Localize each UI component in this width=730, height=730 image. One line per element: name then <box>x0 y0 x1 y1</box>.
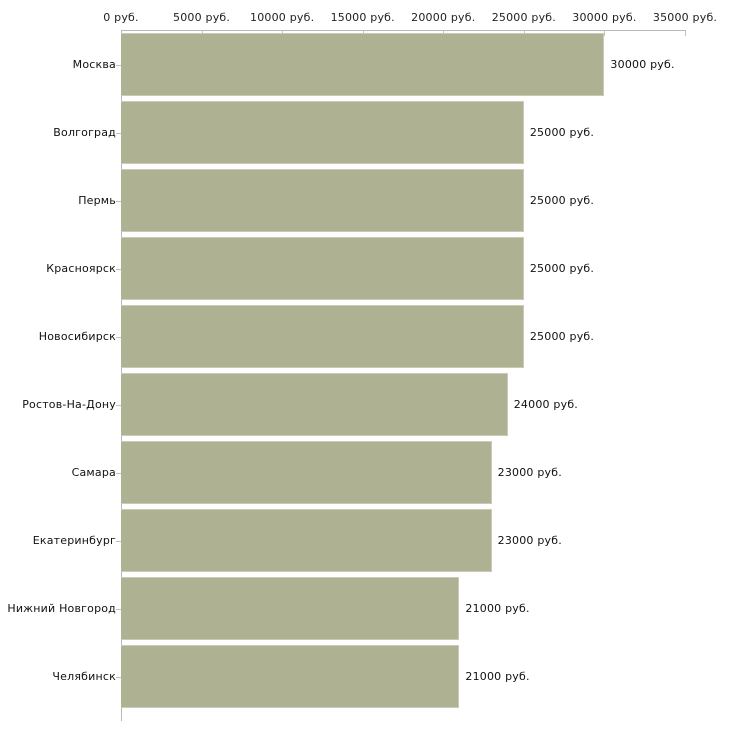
bar[interactable] <box>121 101 524 164</box>
bar[interactable] <box>121 509 492 572</box>
category-label: Ростов-На-Дону <box>22 397 116 411</box>
x-tick-label: 10000 руб. <box>250 11 315 24</box>
category-label: Челябинск <box>52 669 116 683</box>
x-tick-label: 20000 руб. <box>411 11 476 24</box>
bar-value-label: 25000 руб. <box>529 329 595 343</box>
y-tick-mark <box>116 269 121 270</box>
bar[interactable] <box>121 645 460 708</box>
x-axis-line <box>121 30 685 31</box>
y-tick-mark <box>116 65 121 66</box>
y-tick-mark <box>116 133 121 134</box>
bar-value-label: 21000 руб. <box>465 669 530 683</box>
y-tick-mark <box>116 473 121 474</box>
category-label: Красноярск <box>46 261 116 275</box>
y-tick-mark <box>116 337 121 338</box>
x-tick-label: 25000 руб. <box>491 11 556 24</box>
x-tick-label: 0 руб. <box>103 11 139 24</box>
bar-value-label: 21000 руб. <box>465 601 530 615</box>
bar-value-label: 25000 руб. <box>529 261 595 275</box>
bar[interactable] <box>121 373 508 436</box>
bar-value-label: 30000 руб. <box>610 57 675 71</box>
bar-value-label: 23000 руб. <box>497 465 562 479</box>
category-label: Нижний Новгород <box>7 601 116 615</box>
y-tick-mark <box>116 609 121 610</box>
x-tick-mark <box>604 30 606 36</box>
bar[interactable] <box>121 237 524 300</box>
bar-value-label: 24000 руб. <box>513 397 578 411</box>
x-tick-label: 30000 руб. <box>572 11 637 24</box>
y-tick-mark <box>116 677 121 678</box>
y-tick-mark <box>116 541 121 542</box>
category-label: Москва <box>72 57 116 71</box>
category-label: Пермь <box>78 193 116 207</box>
category-label: Екатеринбург <box>32 533 116 547</box>
category-label: Самара <box>71 465 116 479</box>
x-tick-label: 5000 руб. <box>173 11 231 24</box>
x-tick-label: 35000 руб. <box>652 11 718 24</box>
bar-value-label: 23000 руб. <box>497 533 562 547</box>
x-tick-label: 15000 руб. <box>330 11 395 24</box>
y-tick-mark <box>116 201 121 202</box>
bar[interactable] <box>121 169 524 232</box>
x-tick-mark <box>685 30 686 36</box>
bar[interactable] <box>121 441 492 504</box>
bar-value-label: 25000 руб. <box>529 193 595 207</box>
category-label: Новосибирск <box>38 329 116 343</box>
bar[interactable] <box>121 577 460 640</box>
bar[interactable] <box>121 305 524 368</box>
bar[interactable] <box>121 33 605 96</box>
y-tick-mark <box>116 405 121 406</box>
bar-value-label: 25000 руб. <box>529 125 595 139</box>
category-label: Волгоград <box>53 125 116 139</box>
